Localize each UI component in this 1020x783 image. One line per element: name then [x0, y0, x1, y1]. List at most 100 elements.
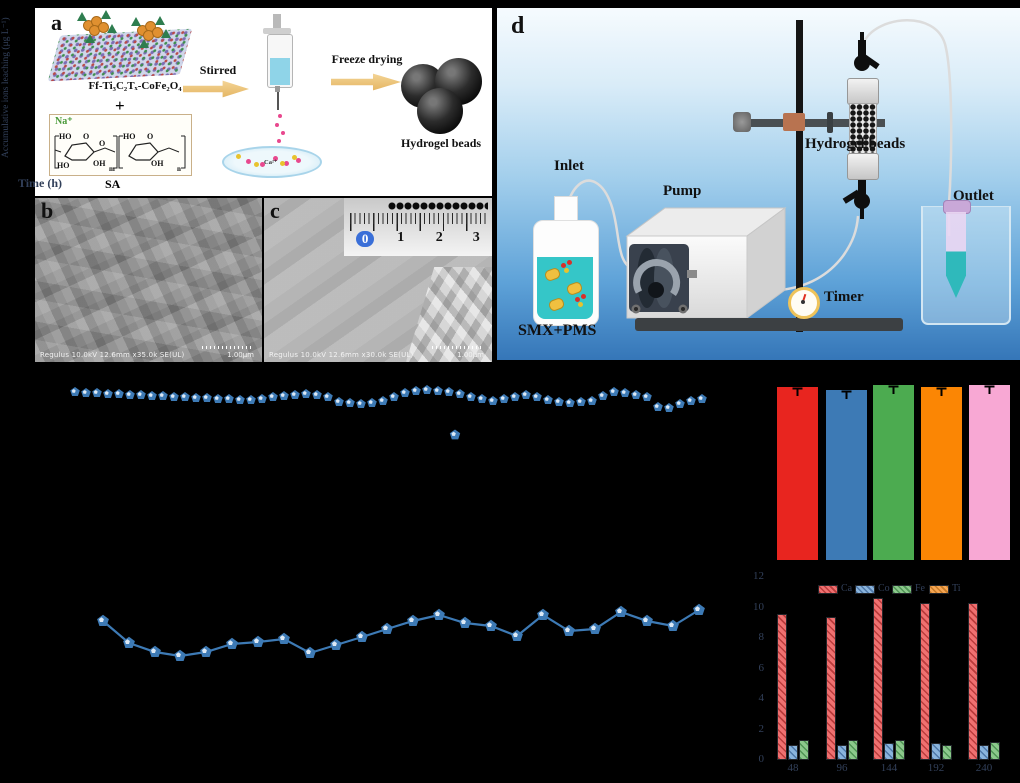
bar [826, 390, 867, 560]
marker-highlight [632, 392, 637, 396]
stand-rod [796, 20, 803, 332]
marker-highlight [434, 388, 439, 392]
panel-a-synthesis-scheme: a Ff-Ti₃C₂Tₓ-CoFe₂O₄ + Na⁺ [35, 8, 492, 196]
marker-highlight [566, 400, 571, 404]
marker-highlight [435, 611, 440, 616]
marker-highlight [698, 396, 703, 400]
freeze-drying-label: Freeze drying [331, 52, 403, 66]
marker-highlight [676, 401, 681, 405]
panel-a-tag: a [51, 10, 62, 35]
panel-c-sem-image: c 0 1 2 3 Regulus 10.0kV 12.6mm x30.0k S… [264, 198, 492, 362]
marker-highlight [577, 399, 582, 403]
syringe-flange [263, 28, 291, 34]
marker-highlight [137, 392, 142, 396]
nanoparticle-cluster-icon [127, 16, 187, 54]
feed-bottle-neck [554, 196, 578, 224]
marker-highlight [236, 397, 241, 401]
marker-highlight [126, 392, 131, 396]
marker-highlight [412, 388, 417, 392]
marker-highlight [368, 400, 373, 404]
marker-highlight [254, 638, 259, 643]
yellow-dots [236, 154, 241, 159]
sodium-alginate-structure-box: Na⁺ HO O HO O OH m HO O OH n [49, 114, 192, 176]
sodium-ion-label: Na⁺ [55, 116, 73, 127]
svg-text:HO: HO [57, 161, 69, 170]
petri-dish: Ca²⁺ [222, 146, 322, 178]
outlet-beaker [921, 206, 1011, 325]
nanoparticle-cluster-icon [75, 10, 135, 48]
alginate-structure-drawing: HO O HO O OH m HO O OH n [54, 132, 186, 172]
marker-highlight [643, 617, 648, 622]
sem-caption: Regulus 10.0kV 12.6mm x35.0k SE(UL) [40, 351, 185, 359]
outlet-label: Outlet [953, 188, 994, 204]
bar [921, 387, 962, 560]
syringe-nozzle [275, 86, 280, 92]
marker-highlight [192, 395, 197, 399]
hydrogel-beads-label: Hydrogel beads [805, 136, 906, 152]
ruler-number-2: 2 [435, 230, 443, 245]
marker-highlight [565, 627, 570, 632]
marker-highlight [511, 394, 516, 398]
timer-center [801, 300, 805, 304]
marker-highlight [513, 632, 518, 637]
marker-highlight [258, 396, 263, 400]
marker-highlight [151, 648, 156, 653]
marker-highlight [228, 640, 233, 645]
marker-highlight [591, 625, 596, 630]
marker-highlight [617, 608, 622, 613]
hydrogel-bead-illustration [417, 88, 463, 134]
scalebar-ticks [202, 346, 254, 349]
marker-highlight [358, 633, 363, 638]
marker-highlight [487, 622, 492, 627]
sem-scale-label: 1.00µm [227, 351, 254, 359]
marker-highlight [500, 396, 505, 400]
marker-highlight [148, 393, 153, 397]
marker-highlight [202, 648, 207, 653]
marker-highlight [159, 393, 164, 397]
marker-highlight [176, 652, 181, 657]
clamp-nut [827, 112, 833, 133]
timer-clock-icon [788, 287, 820, 319]
marker-highlight [461, 619, 466, 624]
marker-highlight [357, 401, 362, 405]
sa-caption: SA [105, 177, 121, 191]
sem-scale-label: 1.00µm [457, 351, 484, 359]
marker-highlight [544, 397, 549, 401]
marker-highlight [379, 398, 384, 402]
ruler-minor-ticks [349, 213, 488, 224]
svg-text:m: m [109, 165, 115, 172]
bar [777, 387, 818, 560]
marker-highlight [687, 398, 692, 402]
marker-highlight [306, 649, 311, 654]
svg-text:HO: HO [123, 132, 135, 141]
marker-highlight [451, 431, 456, 436]
marker-highlight [280, 393, 285, 397]
beads-row-photo [388, 202, 488, 210]
marker-highlight [346, 400, 351, 404]
panel-b-sem-image: b Regulus 10.0kV 12.6mm x35.0k SE(UL) 1.… [35, 198, 262, 362]
bar [969, 385, 1010, 560]
marker-highlight [489, 398, 494, 402]
marker-highlight [390, 394, 395, 398]
line-series [102, 609, 700, 658]
panel-c-tag: c [270, 198, 280, 223]
marker-highlight [401, 390, 406, 394]
marker-highlight [332, 641, 337, 646]
marker-highlight [621, 390, 626, 394]
marker-highlight [324, 394, 329, 398]
marker-highlight [522, 392, 527, 396]
svg-text:O: O [147, 132, 153, 141]
marker-highlight [313, 392, 318, 396]
hydrogel-beads-label: Hydrogel beads [400, 136, 482, 150]
pump-label: Pump [663, 183, 702, 199]
marker-highlight [456, 391, 461, 395]
marker-highlight [669, 622, 674, 627]
marker-highlight [478, 396, 483, 400]
clamp-arm [745, 119, 885, 127]
tubing-and-pump-drawing [561, 19, 953, 319]
marker-highlight [170, 394, 175, 398]
marker-highlight [104, 391, 109, 395]
marker-highlight [539, 611, 544, 616]
marker-highlight [214, 396, 219, 400]
